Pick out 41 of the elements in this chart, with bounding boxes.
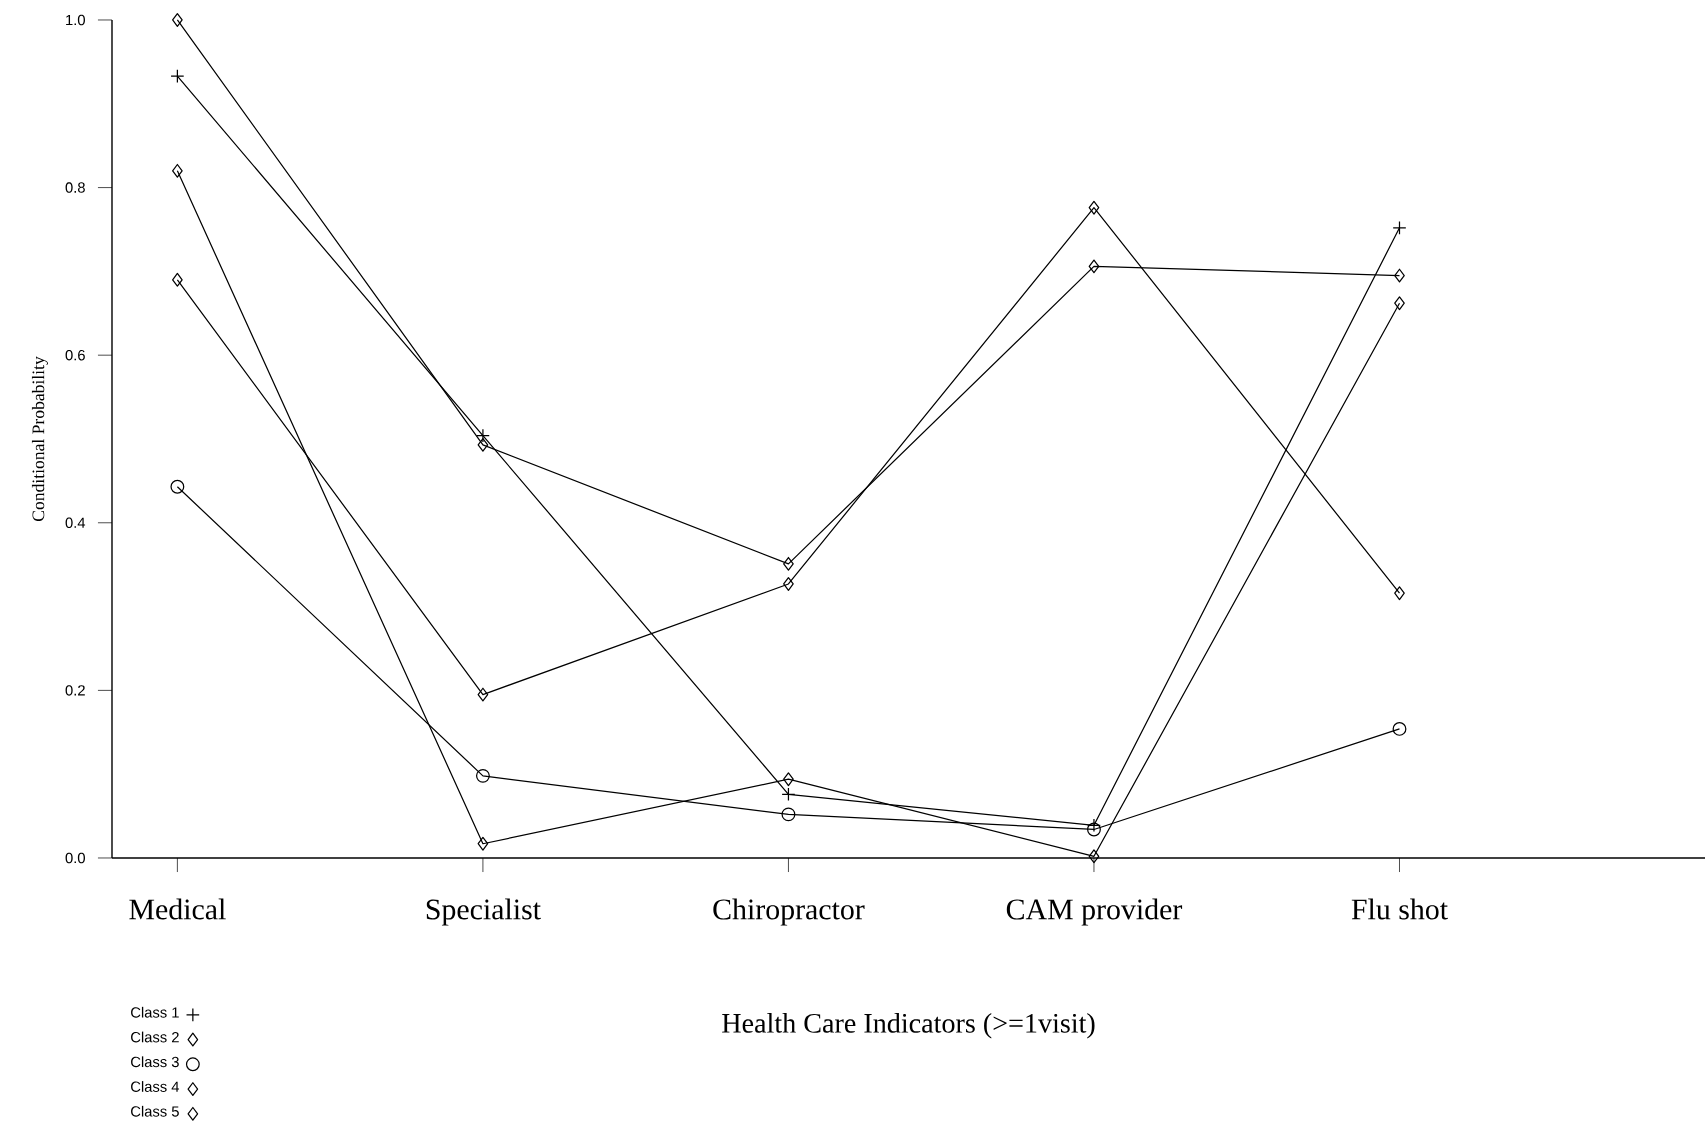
x-tick-label: Chiropractor: [713, 898, 865, 926]
point: [1394, 586, 1405, 601]
y-tick-label: 1.0: [66, 14, 85, 26]
point: [172, 163, 183, 178]
point: [1088, 200, 1100, 215]
x-tick-label: Specialist: [426, 898, 541, 926]
point: [1394, 268, 1405, 283]
point: [783, 577, 794, 591]
point: [172, 13, 183, 27]
point: [1088, 259, 1100, 274]
x-tick-label: Medical: [129, 898, 226, 920]
point: [170, 69, 185, 84]
point: [172, 272, 183, 287]
point: [475, 768, 490, 783]
legend-label: Class 1: [131, 1006, 179, 1018]
legend-label: Class 4: [131, 1081, 180, 1092]
point: [1392, 721, 1407, 736]
point: [477, 437, 489, 452]
x-tick-label: Flu shot: [1351, 898, 1448, 920]
point: [781, 807, 796, 822]
point: [477, 836, 489, 851]
y-tick-label: 0.8: [65, 182, 85, 193]
y-tick-label: 0.0: [65, 852, 85, 864]
legend-label: Class 3: [131, 1056, 179, 1068]
point: [170, 479, 185, 494]
y-tick-label: 0.4: [65, 517, 86, 529]
point: [477, 687, 489, 702]
point: [783, 556, 794, 571]
legend-label: Class 5: [131, 1105, 179, 1117]
x-axis-title: Health Care Indicators (>=1visit): [722, 1012, 1095, 1039]
point: [1394, 296, 1405, 311]
point: [1392, 220, 1407, 235]
point: [1087, 822, 1101, 837]
y-tick-label: 0.2: [65, 685, 85, 696]
x-tick-label: CAM provider: [1006, 898, 1183, 926]
point: [1088, 849, 1100, 864]
point: [781, 787, 796, 802]
y-axis-title: Conditional Probability: [31, 356, 48, 521]
point: [783, 772, 794, 787]
y-tick-label: 0.6: [65, 349, 85, 361]
legend-label: Class 2: [131, 1031, 179, 1043]
